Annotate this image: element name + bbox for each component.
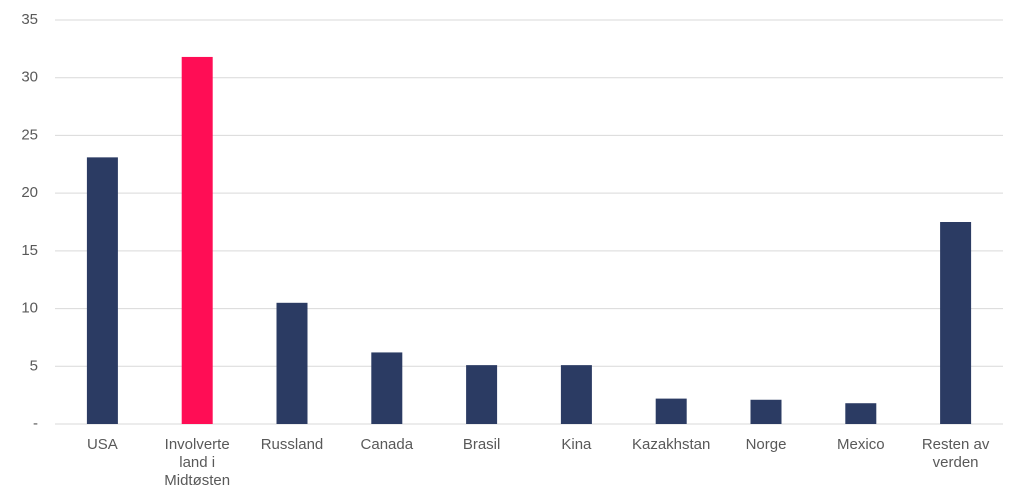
x-tick-label: Norge: [745, 436, 787, 453]
y-tick-label: -: [33, 415, 38, 432]
x-tick-label: Kazakhstan: [631, 436, 711, 453]
bar: [181, 56, 213, 425]
x-tick-label: Canada: [360, 436, 414, 453]
x-tick-label: Involverte land i Midtøsten: [164, 436, 231, 489]
x-tick-label: Kina: [561, 436, 592, 453]
bar: [466, 365, 498, 424]
bar: [86, 157, 118, 425]
bar: [655, 398, 687, 424]
y-tick-label: 10: [21, 300, 38, 317]
x-tick-label: Brasil: [462, 436, 501, 453]
x-tick-label: Mexico: [837, 436, 885, 453]
bar: [276, 302, 308, 424]
bar: [750, 399, 782, 424]
y-tick-label: 25: [21, 126, 38, 143]
y-tick-label: 15: [21, 242, 38, 259]
bar: [940, 222, 972, 424]
x-tick-label: Russland: [260, 436, 324, 453]
y-tick-label: 30: [21, 69, 38, 86]
y-tick-label: 5: [30, 357, 38, 374]
bar: [845, 403, 877, 424]
bar: [560, 365, 592, 424]
y-tick-label: 35: [21, 11, 38, 28]
bar: [371, 352, 403, 424]
x-tick-label: Resten av verden: [921, 436, 990, 471]
y-tick-label: 20: [21, 184, 38, 201]
x-tick-label: USA: [86, 436, 118, 453]
